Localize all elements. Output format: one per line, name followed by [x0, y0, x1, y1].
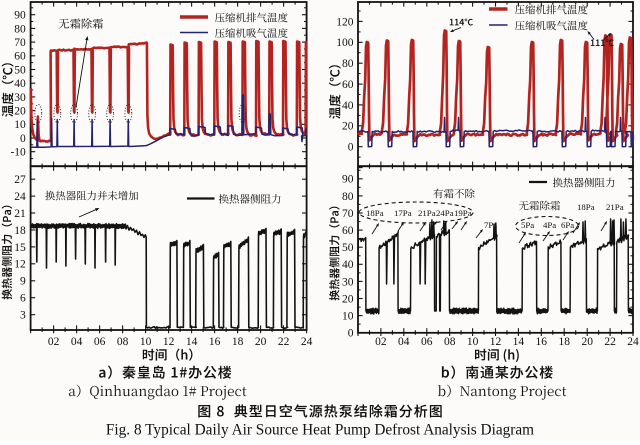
- svg-text:08: 08: [117, 336, 129, 348]
- svg-text:20: 20: [342, 121, 354, 133]
- svg-text:06: 06: [94, 336, 106, 348]
- svg-text:20: 20: [255, 336, 267, 348]
- svg-text:08: 08: [444, 336, 456, 348]
- svg-text:24: 24: [14, 191, 26, 203]
- svg-text:70: 70: [342, 208, 354, 220]
- svg-text:120: 120: [336, 16, 354, 28]
- svg-text:50: 50: [14, 64, 26, 76]
- svg-text:10: 10: [342, 311, 354, 323]
- svg-text:21Pa: 21Pa: [606, 202, 624, 212]
- svg-text:02: 02: [48, 336, 60, 348]
- svg-text:16: 16: [536, 336, 548, 348]
- svg-text:10: 10: [14, 119, 26, 131]
- svg-text:24: 24: [301, 336, 313, 348]
- svg-text:12: 12: [14, 259, 26, 271]
- svg-text:Fig. 8 Typical Daily Air Sourc: Fig. 8 Typical Daily Air Source Heat Pum…: [106, 422, 534, 439]
- svg-text:22: 22: [604, 336, 616, 348]
- svg-text:6Pa: 6Pa: [561, 220, 574, 230]
- svg-text:17Pa: 17Pa: [394, 208, 412, 218]
- svg-text:02: 02: [375, 336, 387, 348]
- svg-text:60: 60: [14, 51, 26, 63]
- svg-text:90: 90: [14, 10, 26, 22]
- svg-text:60: 60: [342, 79, 354, 91]
- svg-text:12: 12: [163, 336, 175, 348]
- svg-text:80: 80: [342, 191, 354, 203]
- svg-text:20: 20: [14, 106, 26, 118]
- svg-text:-10: -10: [10, 147, 26, 159]
- svg-text:0: 0: [348, 142, 354, 154]
- svg-text:27: 27: [14, 174, 26, 186]
- svg-text:50: 50: [342, 242, 354, 254]
- svg-text:40: 40: [342, 100, 354, 112]
- svg-text:21: 21: [14, 208, 26, 220]
- svg-text:4Pa: 4Pa: [543, 220, 556, 230]
- svg-text:18Pa: 18Pa: [366, 208, 384, 218]
- svg-text:30: 30: [14, 92, 26, 104]
- svg-text:18: 18: [14, 225, 26, 237]
- svg-text:16: 16: [209, 336, 221, 348]
- svg-text:70: 70: [14, 37, 26, 49]
- svg-text:24: 24: [627, 336, 639, 348]
- svg-text:30: 30: [342, 276, 354, 288]
- svg-text:24Pa: 24Pa: [436, 208, 454, 218]
- svg-text:21Pa: 21Pa: [418, 208, 436, 218]
- svg-text:6: 6: [20, 293, 26, 305]
- svg-text:20: 20: [581, 336, 593, 348]
- svg-text:40: 40: [342, 259, 354, 271]
- svg-text:0: 0: [20, 133, 26, 145]
- svg-text:80: 80: [14, 23, 26, 35]
- svg-text:100: 100: [336, 37, 354, 49]
- svg-text:9: 9: [20, 276, 26, 288]
- svg-text:20: 20: [342, 293, 354, 305]
- svg-text:10: 10: [467, 336, 479, 348]
- svg-text:10: 10: [140, 336, 152, 348]
- svg-text:40: 40: [14, 78, 26, 90]
- svg-text:5Pa: 5Pa: [521, 220, 534, 230]
- svg-text:7Pa: 7Pa: [484, 220, 497, 230]
- svg-text:04: 04: [71, 336, 83, 348]
- svg-text:60: 60: [342, 225, 354, 237]
- svg-text:80: 80: [342, 58, 354, 70]
- svg-text:3: 3: [20, 310, 26, 322]
- svg-text:04: 04: [398, 336, 410, 348]
- svg-text:90: 90: [342, 174, 354, 186]
- svg-text:0: 0: [348, 328, 354, 340]
- svg-text:19Pa: 19Pa: [454, 208, 472, 218]
- svg-text:12: 12: [490, 336, 502, 348]
- svg-text:14: 14: [513, 336, 525, 348]
- svg-text:15: 15: [14, 242, 26, 254]
- svg-text:18: 18: [232, 336, 244, 348]
- svg-text:22: 22: [278, 336, 290, 348]
- svg-text:18Pa: 18Pa: [577, 202, 595, 212]
- svg-text:18: 18: [558, 336, 570, 348]
- svg-text:06: 06: [421, 336, 433, 348]
- svg-text:14: 14: [186, 336, 198, 348]
